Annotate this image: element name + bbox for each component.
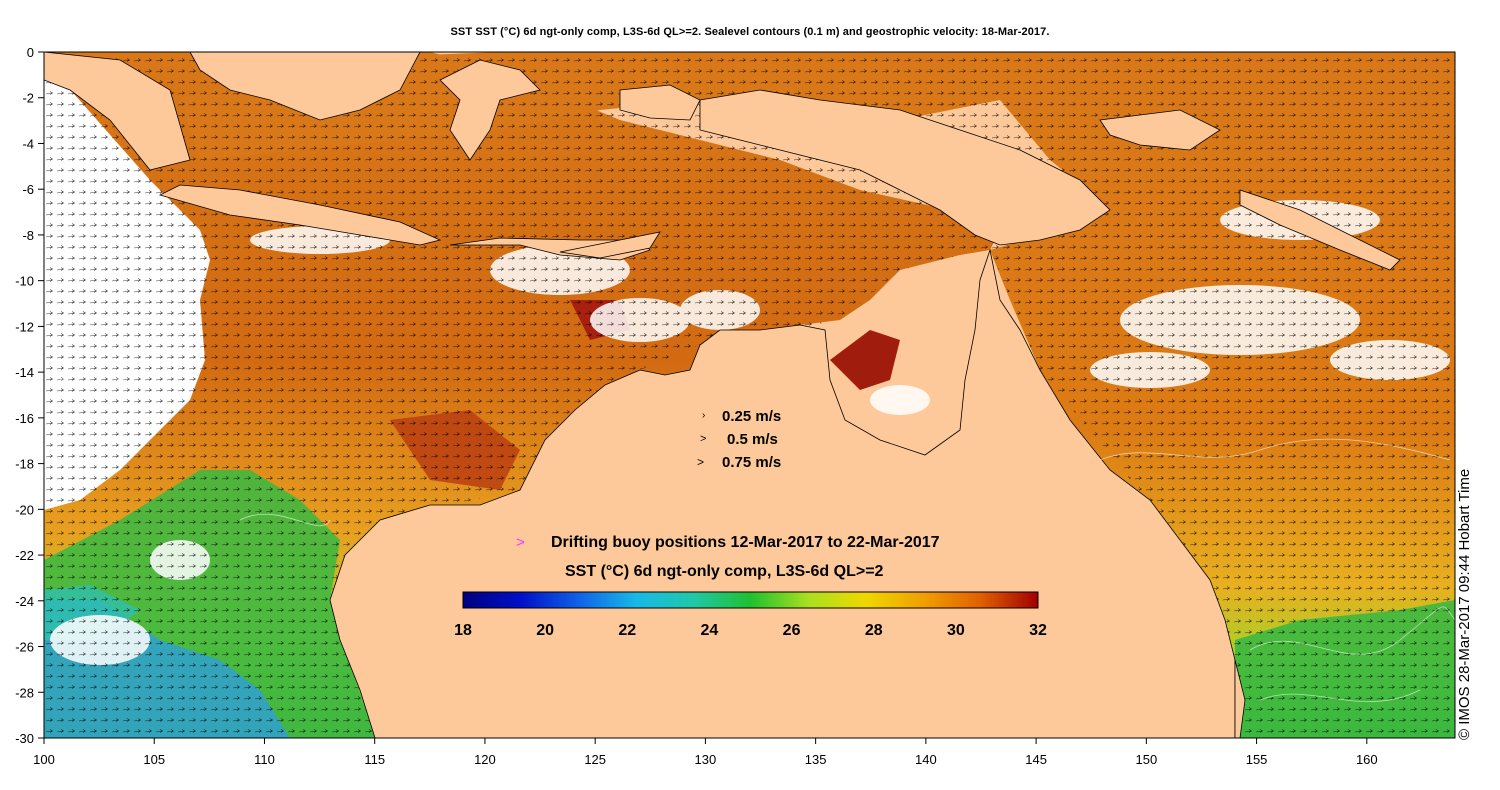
y-tick-label: -18 <box>15 457 34 472</box>
y-tick-label: -14 <box>15 365 34 380</box>
x-tick-label: 155 <box>1246 752 1268 767</box>
sst-field <box>44 52 1455 738</box>
x-tick-label: 120 <box>474 752 496 767</box>
x-tick-label: 145 <box>1025 752 1047 767</box>
birds-head-peninsula <box>619 84 701 121</box>
new-britain-island <box>1099 109 1221 151</box>
x-tick-label: 105 <box>143 752 165 767</box>
x-tick-label: 100 <box>33 752 55 767</box>
imos-credit: © IMOS 28-Mar-2017 09:44 Hobart Time <box>1456 468 1473 740</box>
x-tick-label: 125 <box>584 752 606 767</box>
java-island <box>158 184 442 246</box>
colorbar-gradient <box>462 591 1039 609</box>
colorbar-tick-label: 18 <box>454 622 472 639</box>
y-tick-label: -8 <box>22 228 34 243</box>
buoy-symbol-icon: > <box>516 534 525 551</box>
y-tick-label: -6 <box>22 182 34 197</box>
colorbar-tick-label: 26 <box>783 622 801 639</box>
x-tick-label: 110 <box>254 752 275 767</box>
y-tick-label: -2 <box>22 91 34 106</box>
map-title: SST SST (°C) 6d ngt-only comp, L3S-6d QL… <box>450 26 1050 38</box>
hotspot-gulf-carpentaria <box>830 330 900 390</box>
y-tick-label: 0 <box>27 45 34 60</box>
velocity-legend-label-1: 0.25 m/s <box>722 408 781 425</box>
y-tick-label: -20 <box>15 502 34 517</box>
buoy-legend: > Drifting buoy positions 12-Mar-2017 to… <box>516 534 940 551</box>
y-tick-label: -16 <box>15 411 34 426</box>
y-tick-label: -26 <box>15 640 34 655</box>
x-tick-label: 140 <box>915 752 937 767</box>
colorbar: SST (°C) 6d ngt-only comp, L3S-6d QL>=2 … <box>454 563 1047 639</box>
y-tick-label: -4 <box>22 136 34 151</box>
sulawesi-island <box>439 59 541 161</box>
colorbar-ticks: 18 20 22 24 26 28 30 32 <box>454 622 1047 639</box>
colorbar-title: SST (°C) 6d ngt-only comp, L3S-6d QL>=2 <box>565 563 884 580</box>
x-axis: 100 105 110 115 120 125 130 135 140 145 150 155 160 <box>33 738 1378 767</box>
x-tick-label: 130 <box>695 752 717 767</box>
velocity-arrow-glyph: › <box>702 410 705 421</box>
y-tick-label: -28 <box>15 685 34 700</box>
y-tick-label: -24 <box>15 594 34 609</box>
y-axis: 0 -2 -4 -6 -8 -10 -12 -14 -16 -18 -20 -22 -24 -26 -28 -… <box>15 45 44 746</box>
new-guinea-island <box>699 89 1111 246</box>
velocity-legend-label-3: 0.75 m/s <box>722 454 781 471</box>
australia-landmass <box>329 248 1236 738</box>
y-tick-label: -10 <box>15 274 34 289</box>
borneo-island <box>189 52 421 121</box>
colorbar-tick-label: 22 <box>618 622 636 639</box>
x-tick-label: 150 <box>1135 752 1157 767</box>
y-tick-label: -12 <box>15 319 34 334</box>
y-tick-label: -30 <box>15 731 34 746</box>
solomon-islands <box>1239 189 1401 271</box>
timor-island <box>559 231 661 259</box>
sealevel-contours <box>59 373 1455 703</box>
velocity-legend: › 0.25 m/s > 0.5 m/s > 0.75 m/s <box>697 408 781 471</box>
velocity-legend-label-2: 0.5 m/s <box>727 431 778 448</box>
x-tick-label: 135 <box>805 752 827 767</box>
se-australia-coast <box>1234 659 1246 738</box>
colorbar-tick-label: 32 <box>1029 622 1047 639</box>
y-tick-label: -22 <box>15 548 34 563</box>
plot-frame <box>43 51 1456 739</box>
velocity-arrow-glyph: > <box>700 433 706 445</box>
colorbar-tick-label: 30 <box>947 622 965 639</box>
x-tick-label: 115 <box>364 752 385 767</box>
x-tick-label: 160 <box>1356 752 1378 767</box>
colorbar-tick-label: 20 <box>536 622 554 639</box>
colorbar-tick-label: 24 <box>701 622 719 639</box>
velocity-arrow-glyph: > <box>697 455 704 469</box>
sumatra-island <box>44 52 191 171</box>
buoy-legend-label: Drifting buoy positions 12-Mar-2017 to 2… <box>551 534 940 551</box>
colorbar-tick-label: 28 <box>865 622 883 639</box>
